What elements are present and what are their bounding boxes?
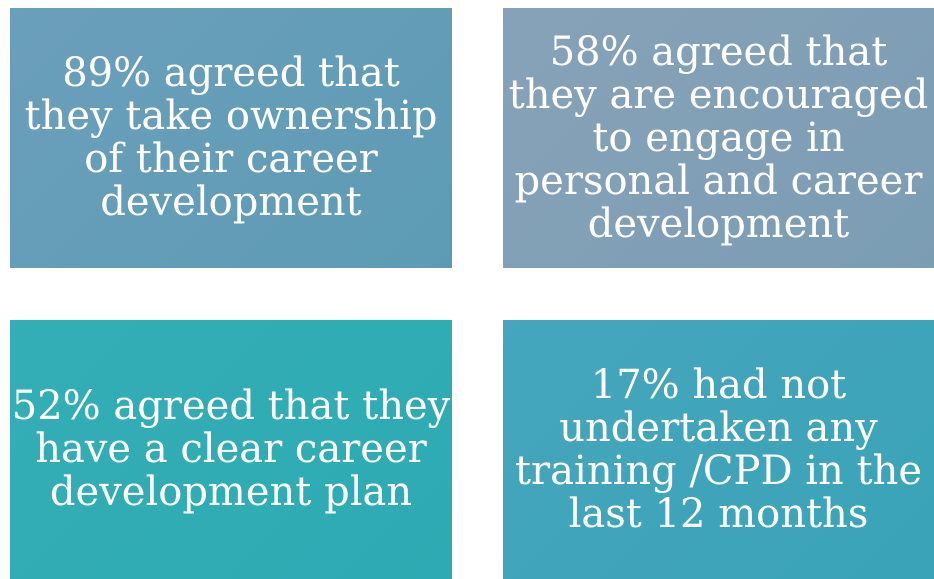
tile-text-line: 89% agreed that	[62, 50, 400, 96]
tile-text-line: they take ownership	[24, 93, 438, 139]
tile-text-line: of their career	[84, 136, 378, 182]
tile-text-line: 17% had not	[590, 361, 847, 408]
stat-tile: 17% had not undertaken any training /CPD i…	[503, 320, 934, 579]
tile-text-line: development	[587, 200, 850, 247]
tile-text-line: personal and career	[514, 157, 923, 204]
stat-tile: 89% agreed that they take ownership of the…	[10, 8, 452, 268]
stat-tile: 58% agreed that they are encouraged to eng…	[503, 8, 934, 268]
tile-text-line: have a clear career	[35, 426, 427, 472]
tile-text-line: development plan	[49, 469, 413, 515]
tile-text-line: they are encouraged	[508, 71, 929, 118]
tile-text-line: development	[100, 179, 362, 225]
tile-text-line: 52% agreed that they	[11, 383, 451, 429]
tile-text-line: training /CPD in the	[514, 447, 923, 494]
tile-text-line: to engage in	[592, 114, 845, 161]
tile-text-line: 58% agreed that	[549, 28, 888, 75]
tile-text-line: undertaken any	[559, 404, 878, 451]
stat-tile: 52% agreed that they have a clear career d…	[10, 320, 452, 579]
tile-text-line: last 12 months	[568, 490, 869, 537]
